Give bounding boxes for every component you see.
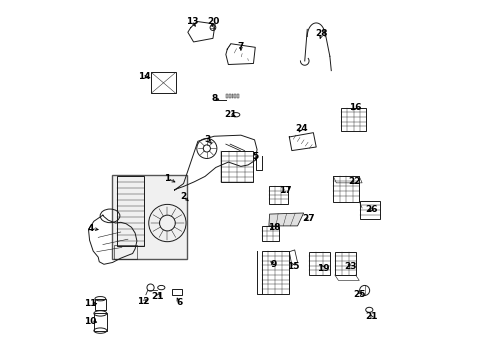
Text: 22: 22 xyxy=(348,177,361,186)
Text: 20: 20 xyxy=(206,17,219,26)
Bar xyxy=(228,94,230,98)
Text: 26: 26 xyxy=(365,205,377,214)
Text: 14: 14 xyxy=(138,72,151,81)
Bar xyxy=(308,252,329,275)
Bar xyxy=(151,72,175,93)
Text: 4: 4 xyxy=(88,224,94,233)
Text: 7: 7 xyxy=(237,42,244,51)
Text: 19: 19 xyxy=(316,265,329,274)
Bar xyxy=(221,151,252,182)
Text: 1: 1 xyxy=(164,174,170,183)
Text: 11: 11 xyxy=(84,299,96,308)
Text: 17: 17 xyxy=(279,185,291,194)
Bar xyxy=(117,176,144,246)
Bar xyxy=(359,201,379,220)
Text: 28: 28 xyxy=(315,29,327,38)
Text: 23: 23 xyxy=(344,262,356,271)
Text: 8: 8 xyxy=(211,94,218,103)
Text: 25: 25 xyxy=(352,290,365,299)
Bar xyxy=(172,289,182,296)
Bar xyxy=(340,108,366,131)
Bar xyxy=(268,186,287,204)
Polygon shape xyxy=(268,213,303,226)
Bar xyxy=(112,175,187,259)
Text: 21: 21 xyxy=(224,110,237,119)
Text: 12: 12 xyxy=(137,297,149,306)
Bar xyxy=(334,252,355,275)
Bar xyxy=(261,226,278,241)
Text: 27: 27 xyxy=(302,214,315,223)
Text: 21: 21 xyxy=(365,312,377,321)
Text: 5: 5 xyxy=(252,152,258,161)
Text: 6: 6 xyxy=(176,298,182,307)
Text: 10: 10 xyxy=(84,317,96,326)
Text: 3: 3 xyxy=(204,135,211,144)
Text: 9: 9 xyxy=(269,260,276,269)
Text: 13: 13 xyxy=(186,17,198,26)
Bar xyxy=(94,314,106,330)
Text: 18: 18 xyxy=(267,223,280,232)
Bar xyxy=(234,94,236,98)
Text: 15: 15 xyxy=(287,262,299,271)
Bar xyxy=(237,94,239,98)
Bar xyxy=(95,299,105,310)
Bar xyxy=(231,94,233,98)
Text: 16: 16 xyxy=(348,103,361,112)
Text: 2: 2 xyxy=(180,192,186,201)
Bar xyxy=(333,176,359,202)
Bar xyxy=(261,251,288,294)
Bar xyxy=(113,244,137,259)
Bar xyxy=(225,94,227,98)
Text: 21: 21 xyxy=(151,292,163,301)
Text: 24: 24 xyxy=(294,123,307,132)
